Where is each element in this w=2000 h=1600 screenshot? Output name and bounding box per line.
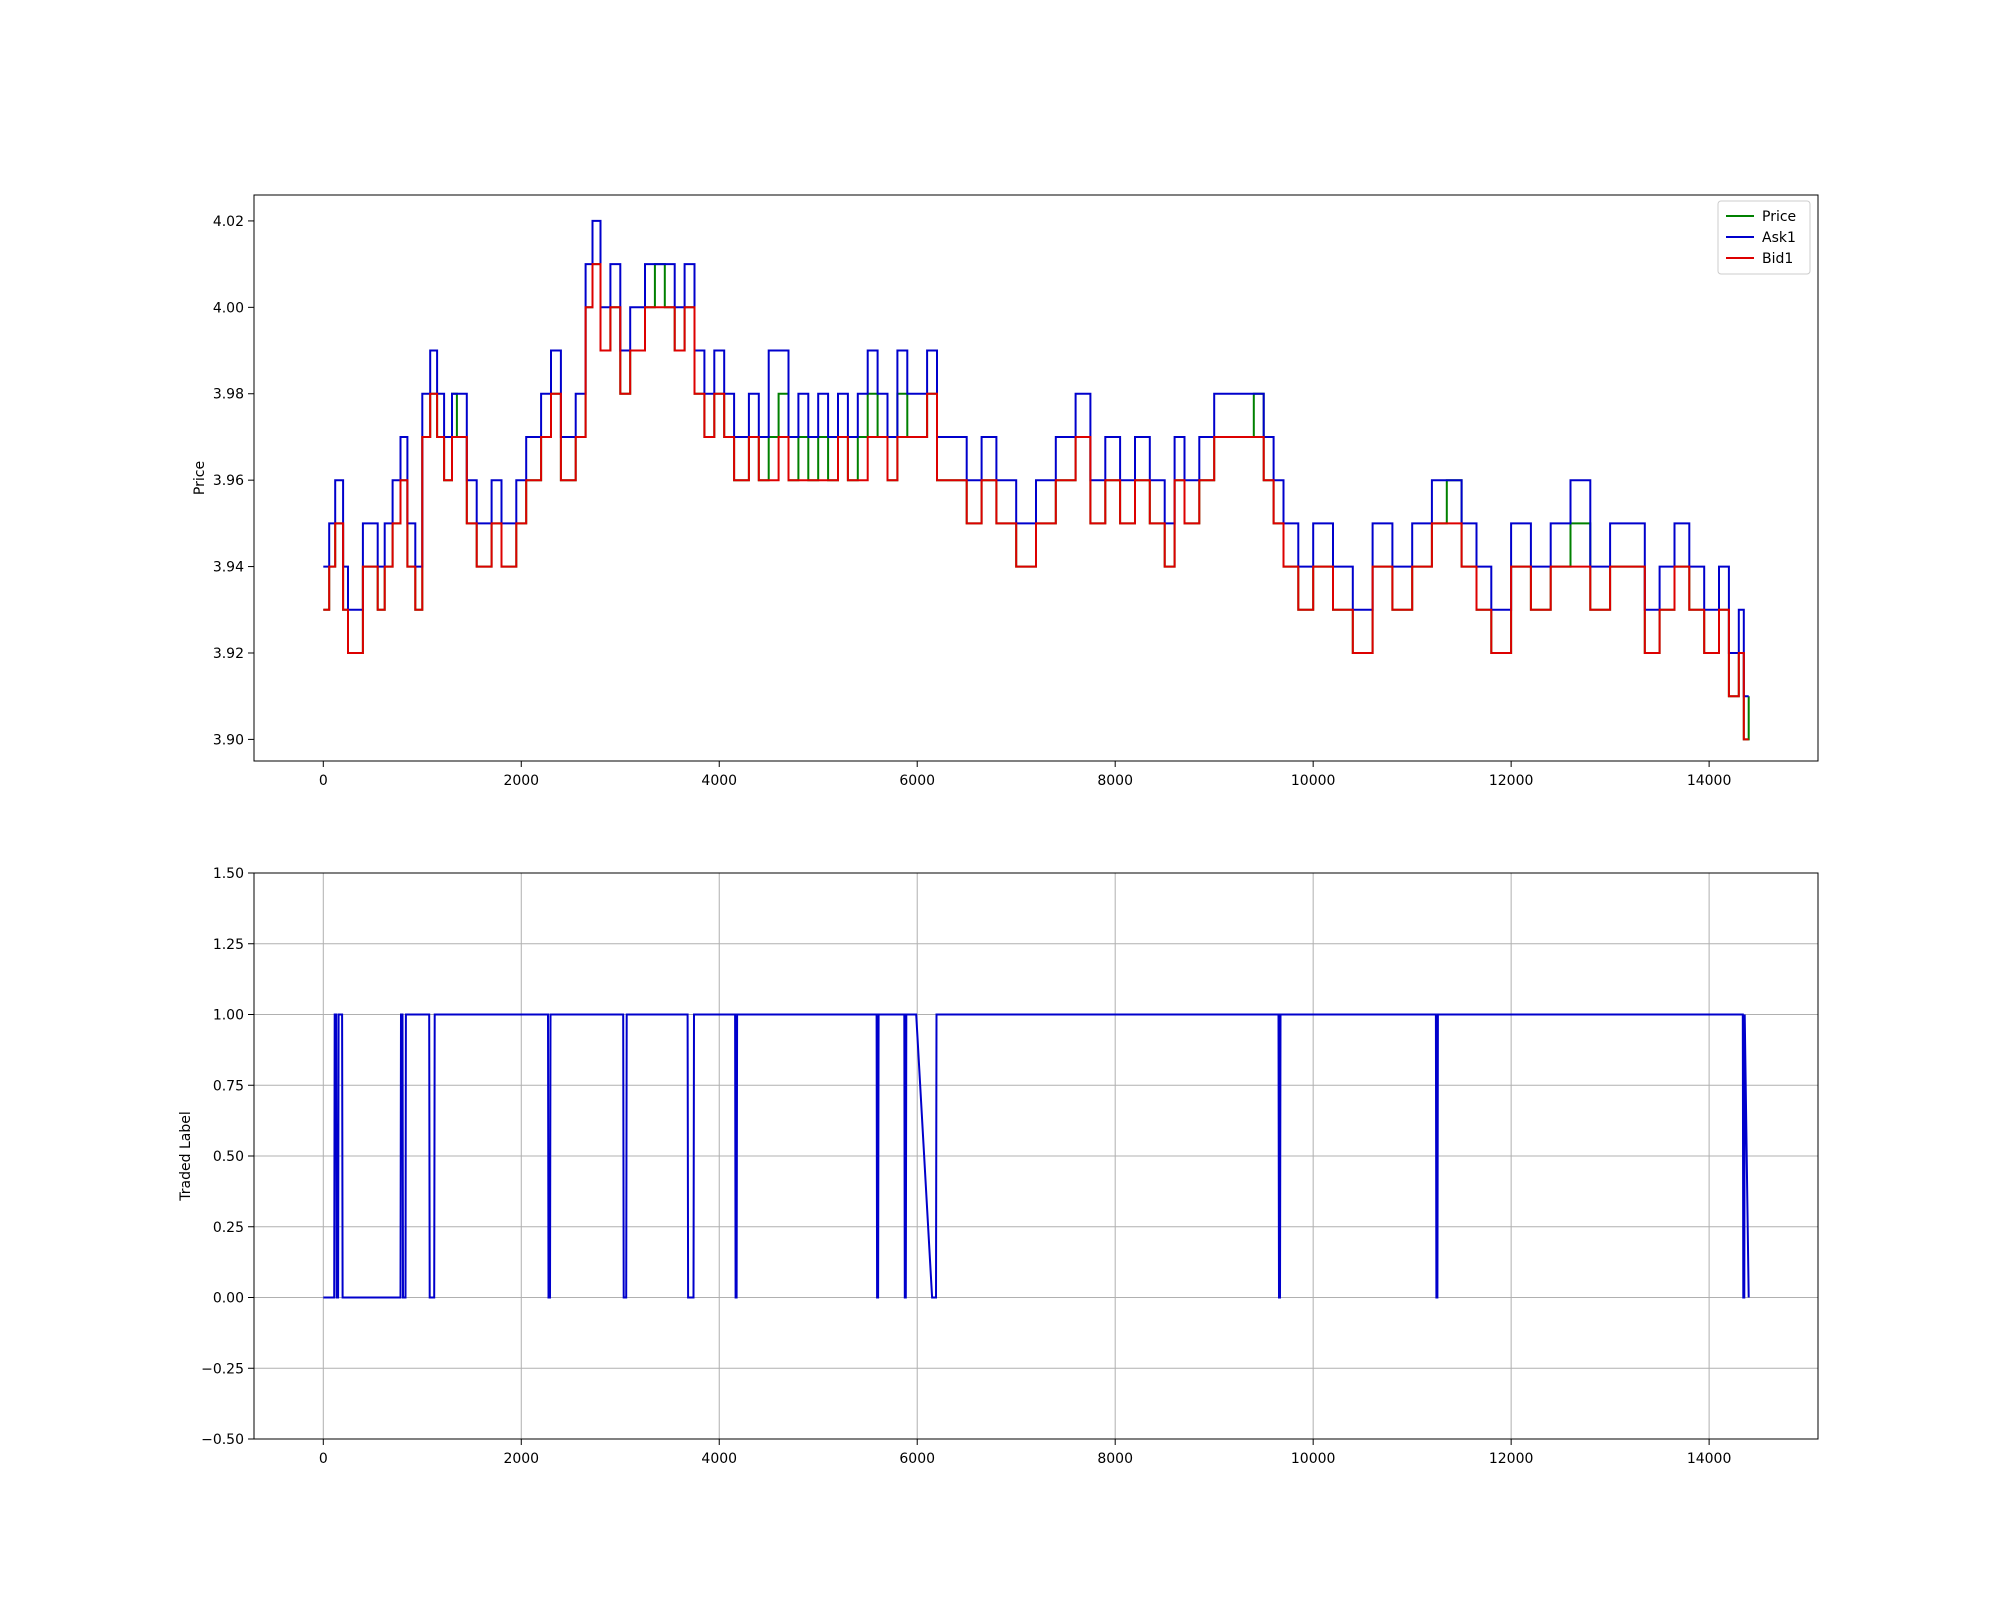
y-tick-label: 3.90: [213, 732, 244, 748]
x-tick-label: 8000: [1097, 773, 1133, 789]
legend-label-bid1: Bid1: [1762, 251, 1793, 267]
x-tick-label: 4000: [701, 773, 737, 789]
x-tick-label: 10000: [1291, 773, 1336, 789]
y-tick-label: 3.96: [213, 473, 244, 489]
y-tick-label: 1.50: [213, 866, 244, 882]
y-tick-label: 0.75: [213, 1078, 244, 1094]
x-tick-label: 8000: [1097, 1451, 1133, 1467]
x-tick-label: 6000: [899, 1451, 935, 1467]
y-tick-label: 4.02: [213, 214, 244, 230]
y-tick-label: 4.00: [213, 300, 244, 316]
x-tick-label: 10000: [1291, 1451, 1336, 1467]
x-tick-label: 14000: [1687, 1451, 1732, 1467]
y-tick-label: 1.00: [213, 1008, 244, 1024]
series-line-bid1: [323, 263, 1749, 741]
y-tick-label: 0.00: [213, 1291, 244, 1307]
legend-box: [1717, 200, 1811, 275]
series-line: [323, 1013, 1750, 1299]
y-tick-label: 3.98: [213, 387, 244, 403]
legend-label-price: Price: [1762, 209, 1796, 225]
y-axis-label: Traded Label: [178, 1111, 194, 1201]
traded-label-chart: 0 2000 4000 6000 8000 10000 12000 14000 −0.50 −0.…: [178, 866, 1819, 1467]
y-tick-label: −0.25: [201, 1361, 244, 1377]
x-tick-label: 6000: [899, 773, 935, 789]
y-tick-label: 0.25: [213, 1220, 244, 1236]
y-tick-label: 3.94: [213, 560, 244, 576]
x-tick-label: 2000: [503, 773, 539, 789]
y-axis-label: Price: [192, 461, 208, 495]
x-tick-label: 0: [319, 1451, 328, 1467]
axes-frame: [253, 194, 1819, 762]
y-tick-label: 1.25: [213, 937, 244, 953]
x-tick-label: 12000: [1489, 1451, 1534, 1467]
x-tick-label: 4000: [701, 1451, 737, 1467]
y-tick-label: −0.50: [201, 1432, 244, 1448]
x-tick-label: 12000: [1489, 773, 1534, 789]
series-group: [323, 1013, 1750, 1299]
legend: Price Ask1 Bid1: [1717, 200, 1811, 275]
series-group: [323, 219, 1750, 741]
y-tick-label: 3.92: [213, 646, 244, 662]
legend-label-ask1: Ask1: [1762, 230, 1796, 246]
series-line-ask1: [323, 219, 1749, 698]
y-tick-label: 0.50: [213, 1149, 244, 1165]
x-tick-label: 2000: [503, 1451, 539, 1467]
price-chart: 0 2000 4000 6000 8000 10000 12000 14000 3.90 3.92…: [192, 194, 1819, 789]
x-tick-label: 14000: [1687, 773, 1732, 789]
x-tick-label: 0: [319, 773, 328, 789]
